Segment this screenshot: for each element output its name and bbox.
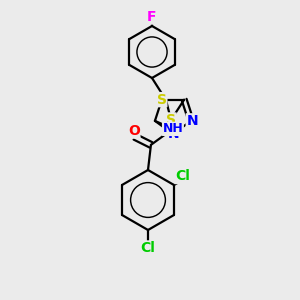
Text: F: F	[147, 10, 157, 24]
Text: NH: NH	[163, 122, 183, 135]
Text: S: S	[157, 93, 167, 106]
Text: Cl: Cl	[141, 241, 155, 255]
Text: Cl: Cl	[175, 169, 190, 184]
Text: N: N	[168, 127, 180, 141]
Text: O: O	[128, 124, 140, 138]
Text: S: S	[166, 113, 176, 127]
Text: N: N	[186, 114, 198, 128]
